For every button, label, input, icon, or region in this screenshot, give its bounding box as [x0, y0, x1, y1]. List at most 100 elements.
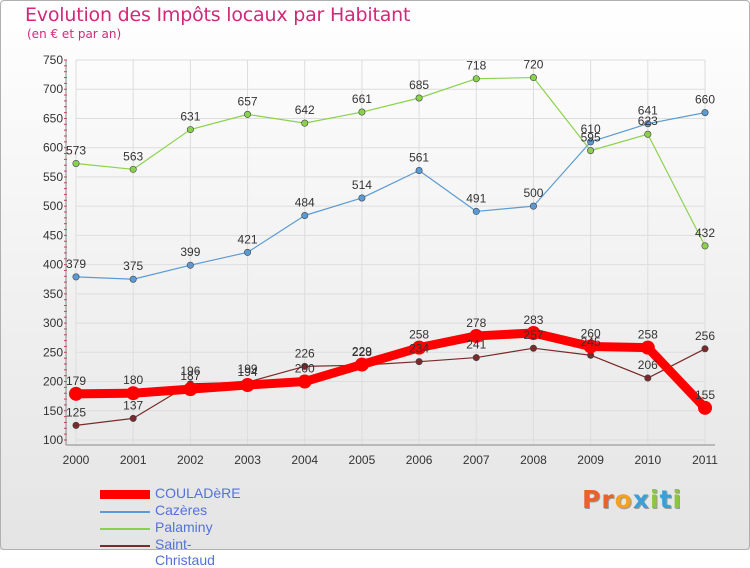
data-label: 610 — [581, 122, 601, 136]
data-label: 379 — [66, 257, 86, 271]
data-point — [472, 354, 480, 362]
y-tick-label: 200 — [43, 375, 63, 389]
y-tick-label: 600 — [43, 141, 63, 155]
logo-letter: i — [672, 485, 683, 514]
data-point — [358, 194, 366, 202]
x-tick-label: 2005 — [349, 453, 376, 467]
x-tick-label: 2003 — [234, 453, 261, 467]
data-point — [72, 159, 80, 167]
y-tick-label: 350 — [43, 287, 63, 301]
data-label: 258 — [638, 328, 658, 342]
legend-swatch — [100, 528, 150, 530]
data-point — [415, 358, 423, 366]
data-point — [72, 421, 80, 429]
data-point — [415, 94, 423, 102]
data-point — [301, 362, 309, 370]
y-tick-label: 300 — [43, 316, 63, 330]
legend-label: Cazères — [155, 502, 208, 518]
chart-title: Evolution des Impôts locaux par Habitant — [25, 4, 411, 26]
legend-label: Palaminy — [155, 519, 213, 535]
data-point — [529, 202, 537, 210]
data-label: 563 — [123, 149, 143, 163]
x-tick-label: 2011 — [692, 453, 718, 467]
data-label: 718 — [466, 59, 486, 73]
data-label: 278 — [466, 316, 486, 330]
data-label: 199 — [238, 362, 258, 376]
data-label: 631 — [180, 110, 200, 124]
data-point — [186, 261, 194, 269]
y-tick-label: 700 — [43, 82, 63, 96]
legend-swatch — [100, 545, 150, 547]
data-point — [358, 108, 366, 116]
y-tick-label: 500 — [43, 199, 63, 213]
data-label: 200 — [295, 362, 315, 376]
data-point — [240, 378, 255, 393]
data-label: 137 — [123, 398, 143, 412]
data-point — [301, 119, 309, 127]
series-line — [75, 328, 709, 411]
data-label: 257 — [523, 328, 543, 342]
data-point — [129, 165, 137, 173]
data-point — [587, 147, 595, 155]
data-label: 234 — [409, 342, 429, 356]
data-label: 283 — [523, 313, 543, 327]
logo-letter: t — [659, 485, 673, 514]
data-label: 500 — [523, 186, 543, 200]
data-point — [297, 374, 312, 389]
y-tick-label: 550 — [43, 170, 63, 184]
data-label: 595 — [581, 131, 601, 145]
logo-letter: x — [632, 485, 650, 514]
data-point — [244, 110, 252, 118]
data-point — [529, 74, 537, 82]
data-label: 187 — [180, 369, 200, 383]
x-tick-label: 2001 — [120, 453, 147, 467]
data-point — [129, 275, 137, 283]
x-tick-label: 2009 — [577, 453, 604, 467]
data-point — [469, 328, 484, 343]
data-label: 514 — [352, 178, 372, 192]
data-point — [529, 344, 537, 352]
x-tick-label: 2007 — [463, 453, 490, 467]
y-tick-label: 750 — [43, 53, 63, 67]
data-point — [644, 120, 652, 128]
data-point — [701, 109, 709, 117]
data-label: 432 — [695, 226, 715, 240]
data-point — [412, 340, 427, 355]
data-label: 125 — [66, 405, 86, 419]
data-point — [644, 130, 652, 138]
data-label: 641 — [638, 104, 658, 118]
y-tick-label: 150 — [43, 404, 63, 418]
x-tick-label: 2010 — [634, 453, 661, 467]
y-tick-label: 400 — [43, 258, 63, 272]
data-point — [644, 374, 652, 382]
data-label: 194 — [238, 365, 258, 379]
data-point — [701, 345, 709, 353]
x-tick-label: 2000 — [63, 453, 90, 467]
data-label: 484 — [295, 196, 315, 210]
x-tick-label: 2006 — [406, 453, 433, 467]
data-label: 155 — [695, 388, 715, 402]
legend-swatch — [100, 511, 150, 513]
logo-letter: r — [601, 485, 615, 514]
data-label: 720 — [523, 58, 543, 72]
data-point — [415, 166, 423, 174]
y-tick-label: 650 — [43, 111, 63, 125]
data-point — [301, 212, 309, 220]
data-point — [701, 242, 709, 250]
series-line — [75, 112, 706, 280]
y-tick-label: 450 — [43, 228, 63, 242]
series-coulad-re — [69, 326, 712, 415]
data-label: 260 — [581, 326, 601, 340]
data-label: 661 — [352, 92, 372, 106]
data-label: 491 — [466, 191, 486, 205]
data-point — [354, 357, 369, 372]
legend-swatch — [100, 490, 150, 499]
data-label: 245 — [581, 335, 601, 349]
data-label: 399 — [180, 245, 200, 259]
data-point — [472, 207, 480, 215]
data-point — [472, 75, 480, 83]
data-point — [72, 273, 80, 281]
y-tick-label: 250 — [43, 345, 63, 359]
data-label: 573 — [66, 143, 86, 157]
data-label: 196 — [180, 364, 200, 378]
